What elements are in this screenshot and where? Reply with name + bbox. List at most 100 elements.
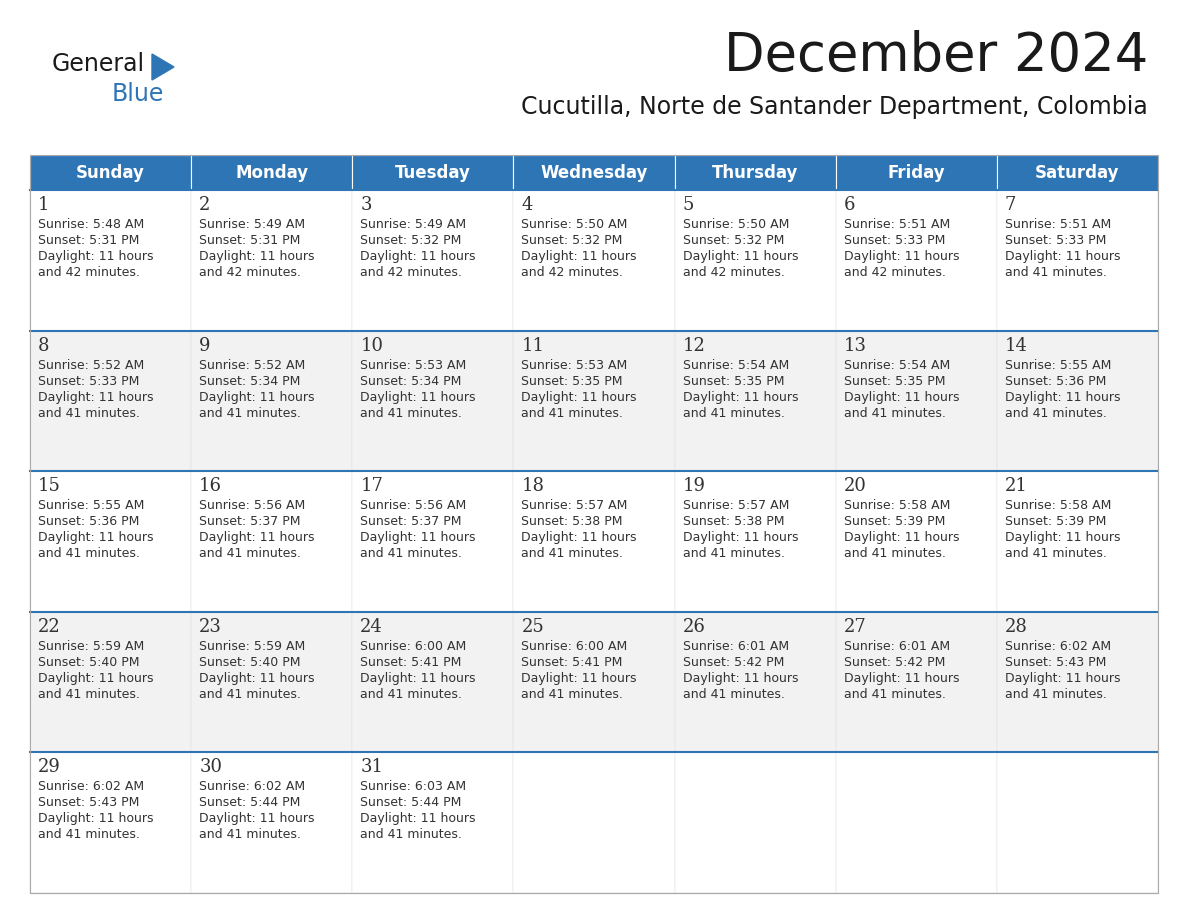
Text: Daylight: 11 hours: Daylight: 11 hours (360, 250, 475, 263)
Text: Sunrise: 5:48 AM: Sunrise: 5:48 AM (38, 218, 144, 231)
Text: 2: 2 (200, 196, 210, 214)
Text: Sunset: 5:36 PM: Sunset: 5:36 PM (1005, 375, 1106, 387)
Text: Sunrise: 5:51 AM: Sunrise: 5:51 AM (843, 218, 950, 231)
Text: Sunset: 5:34 PM: Sunset: 5:34 PM (200, 375, 301, 387)
Bar (191, 155, 353, 190)
Bar (675, 330, 835, 471)
Text: 6: 6 (843, 196, 855, 214)
Bar (513, 155, 675, 190)
Text: 15: 15 (38, 477, 61, 495)
Bar (675, 611, 835, 753)
Text: Daylight: 11 hours: Daylight: 11 hours (522, 250, 637, 263)
Text: Sunrise: 5:55 AM: Sunrise: 5:55 AM (1005, 359, 1111, 372)
Text: Sunrise: 5:57 AM: Sunrise: 5:57 AM (683, 499, 789, 512)
Bar (835, 190, 997, 330)
Text: 13: 13 (843, 337, 867, 354)
Text: and 41 minutes.: and 41 minutes. (683, 547, 784, 560)
Bar (675, 155, 835, 190)
Text: 4: 4 (522, 196, 532, 214)
Text: and 41 minutes.: and 41 minutes. (360, 407, 462, 420)
Bar (513, 330, 675, 471)
Text: Daylight: 11 hours: Daylight: 11 hours (360, 390, 475, 404)
Text: Sunrise: 5:53 AM: Sunrise: 5:53 AM (522, 359, 627, 372)
Bar (675, 471, 835, 611)
Text: Sunset: 5:33 PM: Sunset: 5:33 PM (1005, 234, 1106, 247)
Text: 5: 5 (683, 196, 694, 214)
Text: and 41 minutes.: and 41 minutes. (38, 407, 140, 420)
Text: Daylight: 11 hours: Daylight: 11 hours (522, 532, 637, 544)
Text: and 41 minutes.: and 41 minutes. (200, 547, 301, 560)
Text: Sunset: 5:34 PM: Sunset: 5:34 PM (360, 375, 462, 387)
Text: and 41 minutes.: and 41 minutes. (200, 688, 301, 700)
Text: Sunrise: 5:56 AM: Sunrise: 5:56 AM (360, 499, 467, 512)
Text: Sunrise: 6:03 AM: Sunrise: 6:03 AM (360, 780, 467, 793)
Text: Daylight: 11 hours: Daylight: 11 hours (38, 250, 153, 263)
Text: Sunset: 5:42 PM: Sunset: 5:42 PM (843, 655, 946, 669)
Text: 21: 21 (1005, 477, 1028, 495)
Bar (513, 611, 675, 753)
Text: and 42 minutes.: and 42 minutes. (843, 266, 946, 279)
Bar (835, 753, 997, 893)
Text: Sunrise: 5:53 AM: Sunrise: 5:53 AM (360, 359, 467, 372)
Bar (30, 190, 191, 330)
Bar (997, 471, 1158, 611)
Text: Sunrise: 5:54 AM: Sunrise: 5:54 AM (683, 359, 789, 372)
Text: Daylight: 11 hours: Daylight: 11 hours (200, 532, 315, 544)
Text: Daylight: 11 hours: Daylight: 11 hours (38, 812, 153, 825)
Bar (997, 190, 1158, 330)
Bar (353, 471, 513, 611)
Text: Sunset: 5:39 PM: Sunset: 5:39 PM (843, 515, 946, 528)
Text: Sunset: 5:31 PM: Sunset: 5:31 PM (38, 234, 139, 247)
Text: Sunset: 5:32 PM: Sunset: 5:32 PM (360, 234, 462, 247)
Text: 3: 3 (360, 196, 372, 214)
Text: and 41 minutes.: and 41 minutes. (38, 688, 140, 700)
Text: Sunrise: 6:01 AM: Sunrise: 6:01 AM (683, 640, 789, 653)
Text: Daylight: 11 hours: Daylight: 11 hours (1005, 672, 1120, 685)
Text: 25: 25 (522, 618, 544, 636)
Text: Sunrise: 5:59 AM: Sunrise: 5:59 AM (200, 640, 305, 653)
Bar (353, 330, 513, 471)
Text: Sunset: 5:36 PM: Sunset: 5:36 PM (38, 515, 139, 528)
Text: and 41 minutes.: and 41 minutes. (360, 828, 462, 842)
Bar (30, 753, 191, 893)
Text: Sunrise: 5:56 AM: Sunrise: 5:56 AM (200, 499, 305, 512)
Text: Sunrise: 5:52 AM: Sunrise: 5:52 AM (38, 359, 144, 372)
Bar (353, 611, 513, 753)
Text: Sunset: 5:37 PM: Sunset: 5:37 PM (200, 515, 301, 528)
Text: 23: 23 (200, 618, 222, 636)
Text: and 42 minutes.: and 42 minutes. (38, 266, 140, 279)
Text: Sunset: 5:35 PM: Sunset: 5:35 PM (522, 375, 623, 387)
Text: Daylight: 11 hours: Daylight: 11 hours (843, 390, 959, 404)
Text: 24: 24 (360, 618, 383, 636)
Bar (675, 753, 835, 893)
Text: Daylight: 11 hours: Daylight: 11 hours (1005, 532, 1120, 544)
Bar (191, 611, 353, 753)
Text: Sunrise: 5:59 AM: Sunrise: 5:59 AM (38, 640, 144, 653)
Text: Sunset: 5:43 PM: Sunset: 5:43 PM (38, 797, 139, 810)
Text: Daylight: 11 hours: Daylight: 11 hours (200, 250, 315, 263)
Text: and 41 minutes.: and 41 minutes. (683, 407, 784, 420)
Text: Daylight: 11 hours: Daylight: 11 hours (843, 250, 959, 263)
Text: Sunrise: 5:55 AM: Sunrise: 5:55 AM (38, 499, 145, 512)
Bar (30, 471, 191, 611)
Text: 20: 20 (843, 477, 866, 495)
Text: and 41 minutes.: and 41 minutes. (683, 688, 784, 700)
Text: and 41 minutes.: and 41 minutes. (38, 828, 140, 842)
Text: Daylight: 11 hours: Daylight: 11 hours (38, 532, 153, 544)
Text: Sunrise: 5:52 AM: Sunrise: 5:52 AM (200, 359, 305, 372)
Bar (30, 330, 191, 471)
Text: and 41 minutes.: and 41 minutes. (522, 688, 624, 700)
Text: 14: 14 (1005, 337, 1028, 354)
Text: Sunrise: 5:54 AM: Sunrise: 5:54 AM (843, 359, 950, 372)
Text: Daylight: 11 hours: Daylight: 11 hours (200, 390, 315, 404)
Text: Sunset: 5:32 PM: Sunset: 5:32 PM (683, 234, 784, 247)
Text: Daylight: 11 hours: Daylight: 11 hours (1005, 250, 1120, 263)
Text: Blue: Blue (112, 82, 164, 106)
Text: 29: 29 (38, 758, 61, 777)
Text: Sunset: 5:42 PM: Sunset: 5:42 PM (683, 655, 784, 669)
Text: and 42 minutes.: and 42 minutes. (683, 266, 784, 279)
Text: 22: 22 (38, 618, 61, 636)
Text: and 42 minutes.: and 42 minutes. (200, 266, 301, 279)
Text: Daylight: 11 hours: Daylight: 11 hours (200, 672, 315, 685)
Text: and 41 minutes.: and 41 minutes. (38, 547, 140, 560)
